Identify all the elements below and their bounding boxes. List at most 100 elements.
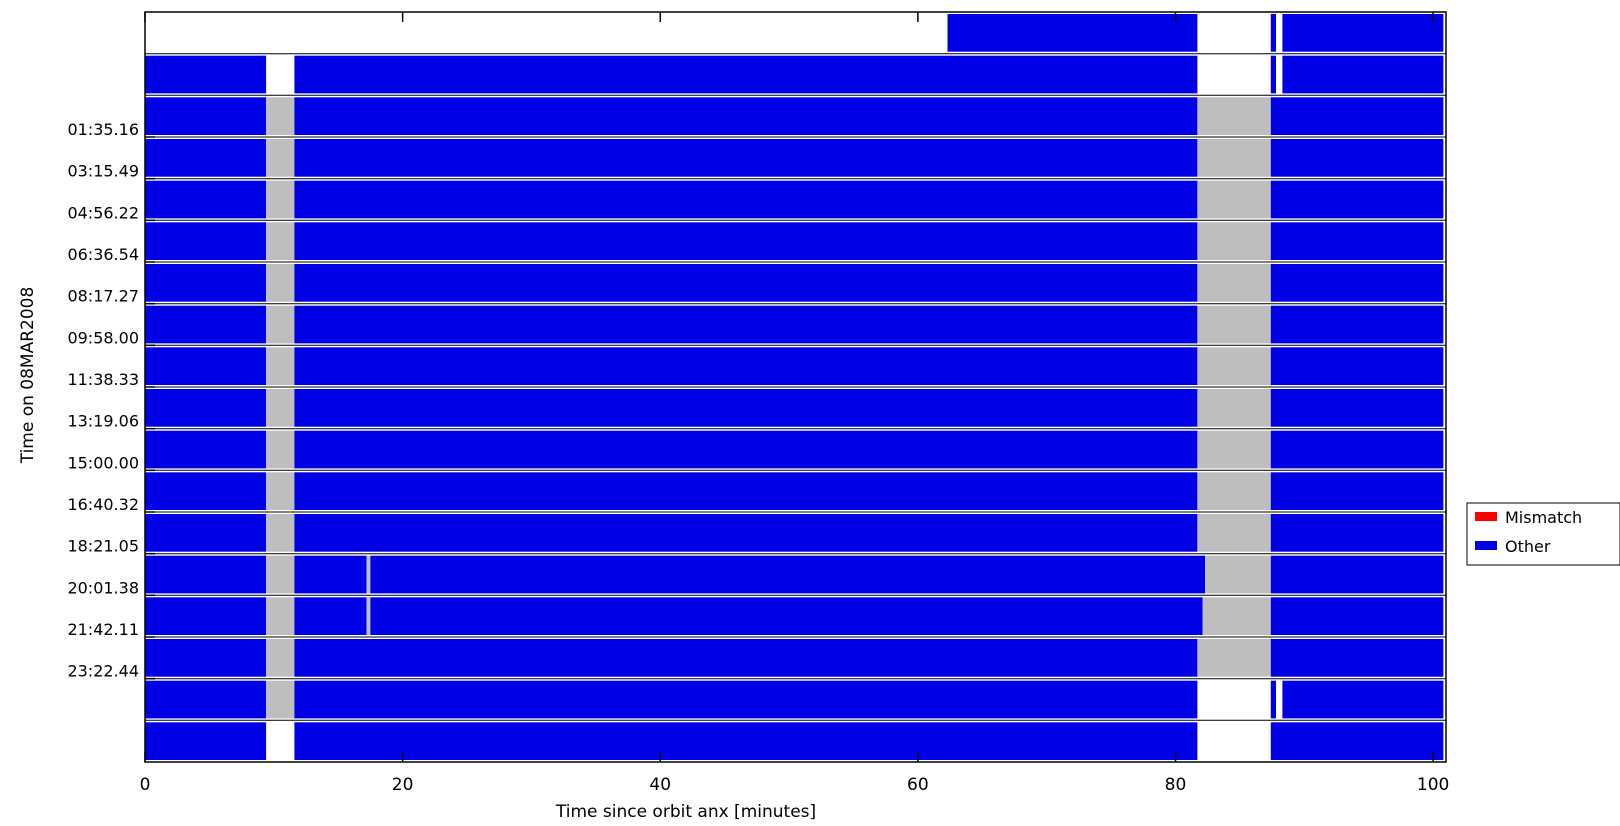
bar-segment-other [294, 139, 1198, 177]
bar-segment-gap [266, 264, 295, 302]
bar-segment-other [1270, 55, 1276, 94]
bar-segment-gap [266, 97, 295, 135]
bar-segment-gap [1197, 180, 1271, 219]
bar-segment-gap [1197, 639, 1271, 677]
x-axis-label: Time since orbit anx [minutes] [555, 802, 816, 822]
y-tick-label: 11:38.33 [67, 370, 139, 389]
bar-segment-gap [1197, 222, 1271, 260]
bar-segment-other [1270, 139, 1444, 177]
bar-segment-other [1270, 97, 1444, 135]
bar-segment-gap [366, 555, 371, 594]
bar-segment-gap [266, 139, 295, 177]
bar-segment-other [145, 597, 267, 635]
bar-segment-gap [266, 555, 295, 594]
x-axis-ticks: 0 20 40 60 80 100 [140, 12, 1449, 795]
bar-segment-other [1270, 222, 1444, 260]
y-axis-ticks: 01:35.16 03:15.49 04:56.22 06:36.54 08:17.27… [67, 120, 155, 681]
bar-segment-other [947, 14, 1198, 52]
bar-segment-gap [1197, 430, 1271, 469]
bar-segment-gap [1205, 555, 1271, 594]
bar-segment-other [1282, 14, 1444, 52]
bar-segment-gap [1197, 472, 1271, 510]
bar-segment-gap [266, 472, 295, 510]
bar-segment-gap [1197, 514, 1271, 552]
bar-segment-gap [1197, 389, 1271, 427]
bar-segment-other [1270, 597, 1444, 635]
bar-segment-other [294, 680, 1198, 719]
orbit-bars [145, 14, 1446, 760]
x-tick-label: 40 [649, 775, 671, 795]
x-tick-label: 20 [392, 775, 414, 795]
bar-segment-other [294, 555, 367, 594]
y-tick-label: 09:58.00 [67, 328, 139, 347]
bar-segment-gap [1197, 139, 1271, 177]
bar-segment-gap [266, 597, 295, 635]
y-tick-label: 18:21.05 [67, 537, 139, 556]
bar-segment-other [145, 639, 267, 677]
bar-segment-other [294, 597, 367, 635]
y-tick-label: 20:01.38 [67, 578, 139, 597]
bar-segment-other [145, 514, 267, 552]
y-tick-label: 01:35.16 [67, 120, 139, 139]
bar-segment-other [145, 722, 267, 760]
bar-segment-gap [266, 305, 295, 344]
bar-segment-gap [266, 680, 295, 719]
bar-segment-gap [266, 180, 295, 219]
bar-segment-other [1270, 722, 1444, 760]
bar-segment-other [294, 472, 1198, 510]
bar-segment-gap [1202, 597, 1271, 635]
bar-segment-gap [266, 389, 295, 427]
bar-segment-other [1270, 14, 1276, 52]
x-tick-label: 80 [1165, 775, 1187, 795]
bar-segment-other [294, 347, 1198, 385]
bar-segment-other [145, 430, 267, 469]
bar-segment-other [1270, 472, 1444, 510]
bar-segment-other [370, 597, 1203, 635]
bar-segment-gap [1197, 264, 1271, 302]
bar-segment-other [1270, 389, 1444, 427]
y-tick-label: 15:00.00 [67, 453, 139, 472]
bar-segment-other [1270, 180, 1444, 219]
bar-segment-gap [1197, 347, 1271, 385]
bar-segment-other [145, 97, 267, 135]
bar-segment-other [145, 680, 267, 719]
y-tick-label: 13:19.06 [67, 412, 139, 431]
legend-swatch-mismatch [1475, 512, 1497, 521]
bar-segment-other [145, 347, 267, 385]
bar-segment-other [370, 555, 1206, 594]
bar-segment-gap [266, 639, 295, 677]
x-tick-label: 60 [907, 775, 929, 795]
bar-segment-other [145, 222, 267, 260]
y-tick-label: 06:36.54 [67, 245, 139, 264]
bar-segment-other [294, 180, 1198, 219]
y-axis-label: Time on 08MAR2008 [18, 287, 38, 465]
bar-segment-other [294, 222, 1198, 260]
bar-segment-other [1270, 347, 1444, 385]
bar-segment-other [145, 180, 267, 219]
bar-segment-other [145, 555, 267, 594]
x-tick-label: 100 [1417, 775, 1449, 795]
bar-segment-other [294, 97, 1198, 135]
bar-segment-other [145, 472, 267, 510]
bar-segment-gap [266, 514, 295, 552]
bar-segment-other [1270, 305, 1444, 344]
legend-label-other: Other [1505, 537, 1551, 556]
bar-segment-other [294, 389, 1198, 427]
y-tick-label: 03:15.49 [67, 162, 139, 181]
bar-segment-other [145, 389, 267, 427]
y-tick-label: 08:17.27 [67, 287, 139, 306]
bar-segment-gap [1197, 97, 1271, 135]
bar-segment-gap [266, 430, 295, 469]
bar-segment-other [1270, 514, 1444, 552]
y-tick-label: 04:56.22 [67, 203, 139, 222]
bar-segment-gap [1197, 305, 1271, 344]
bar-segment-other [1270, 555, 1444, 594]
bar-segment-other [294, 264, 1198, 302]
bar-segment-gap [266, 222, 295, 260]
y-tick-label: 16:40.32 [67, 495, 139, 514]
bar-segment-other [294, 305, 1198, 344]
bar-segment-other [1270, 264, 1444, 302]
bar-segment-other [294, 722, 1198, 760]
y-tick-label: 21:42.11 [67, 620, 139, 639]
